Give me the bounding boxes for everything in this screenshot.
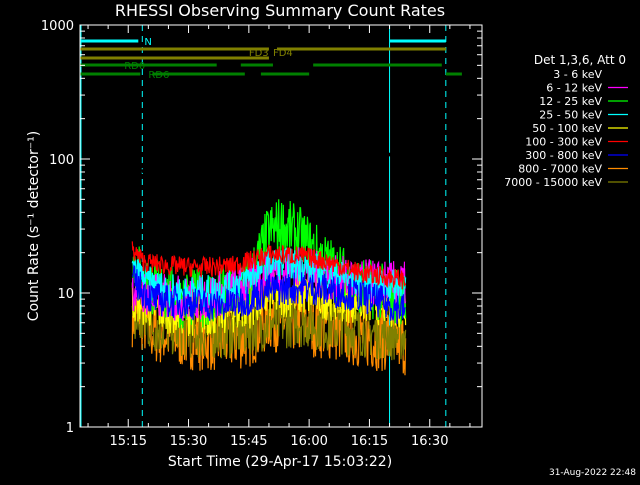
legend-header: Det 1,3,6, Att 0 [534,53,626,67]
flag-label-rd0: RD0 [124,61,145,72]
x-tick-label: 16:30 [411,434,448,449]
legend-label: 100 - 300 keV [525,136,602,149]
series-line-8 [131,296,407,361]
y-tick-label: 10 [57,287,74,302]
x-tick-label: 15:15 [110,434,147,449]
legend-label: 800 - 7000 keV [518,163,602,176]
series-line-0 [131,149,407,269]
legend-label: 6 - 12 keV [546,82,602,95]
y-tick-label: 1 [66,421,74,436]
x-axis-label: Start Time (29-Apr-17 15:03:22) [168,454,392,470]
legend-label: 50 - 100 keV [532,122,602,135]
legend-label: 7000 - 15000 keV [504,176,602,189]
legend-label: 25 - 50 keV [539,109,602,122]
x-tick-label: 15:45 [230,434,267,449]
series-line-5 [131,241,407,290]
chart-title: RHESSI Observing Summary Count Rates [115,1,445,20]
series-line-6 [131,264,407,324]
x-tick-label: 16:15 [351,434,388,449]
flag-label-fd4: FD4 [273,48,293,59]
x-tick-label: 16:00 [290,434,327,449]
y-axis-label: Count Rate (s⁻¹ detector⁻¹) [26,131,42,321]
y-tick-label: 100 [49,153,74,168]
timestamp: 31-Aug-2022 22:48 [549,468,636,478]
flag-label-rd6: RD6 [148,70,169,81]
series-layer [131,149,407,376]
legend-label: 12 - 25 keV [539,95,602,108]
x-tick-label: 15:30 [170,434,207,449]
legend-label: 3 - 6 keV [553,68,602,81]
plot-frame [79,24,483,428]
flag-label-fd3: FD3 [249,48,269,59]
flag-label-n: N [144,37,151,48]
y-tick-label: 1000 [41,19,74,34]
legend-label: 300 - 800 keV [525,149,602,162]
vertical-lines-layer [80,25,447,427]
axes-layer: 1 10 100 1000 15:15 15:30 15:45 16:00 16:15 16:30 [41,19,482,449]
